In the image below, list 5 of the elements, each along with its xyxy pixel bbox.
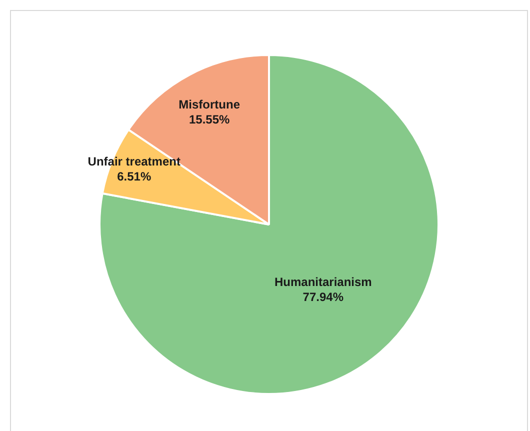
slice-label: Humanitarianism — [274, 275, 372, 290]
slice-label: Misfortune — [178, 98, 240, 112]
data-label: 6.51% — [117, 169, 152, 184]
data-label: 15.55% — [188, 112, 230, 127]
data-label: 77.94% — [302, 290, 344, 304]
